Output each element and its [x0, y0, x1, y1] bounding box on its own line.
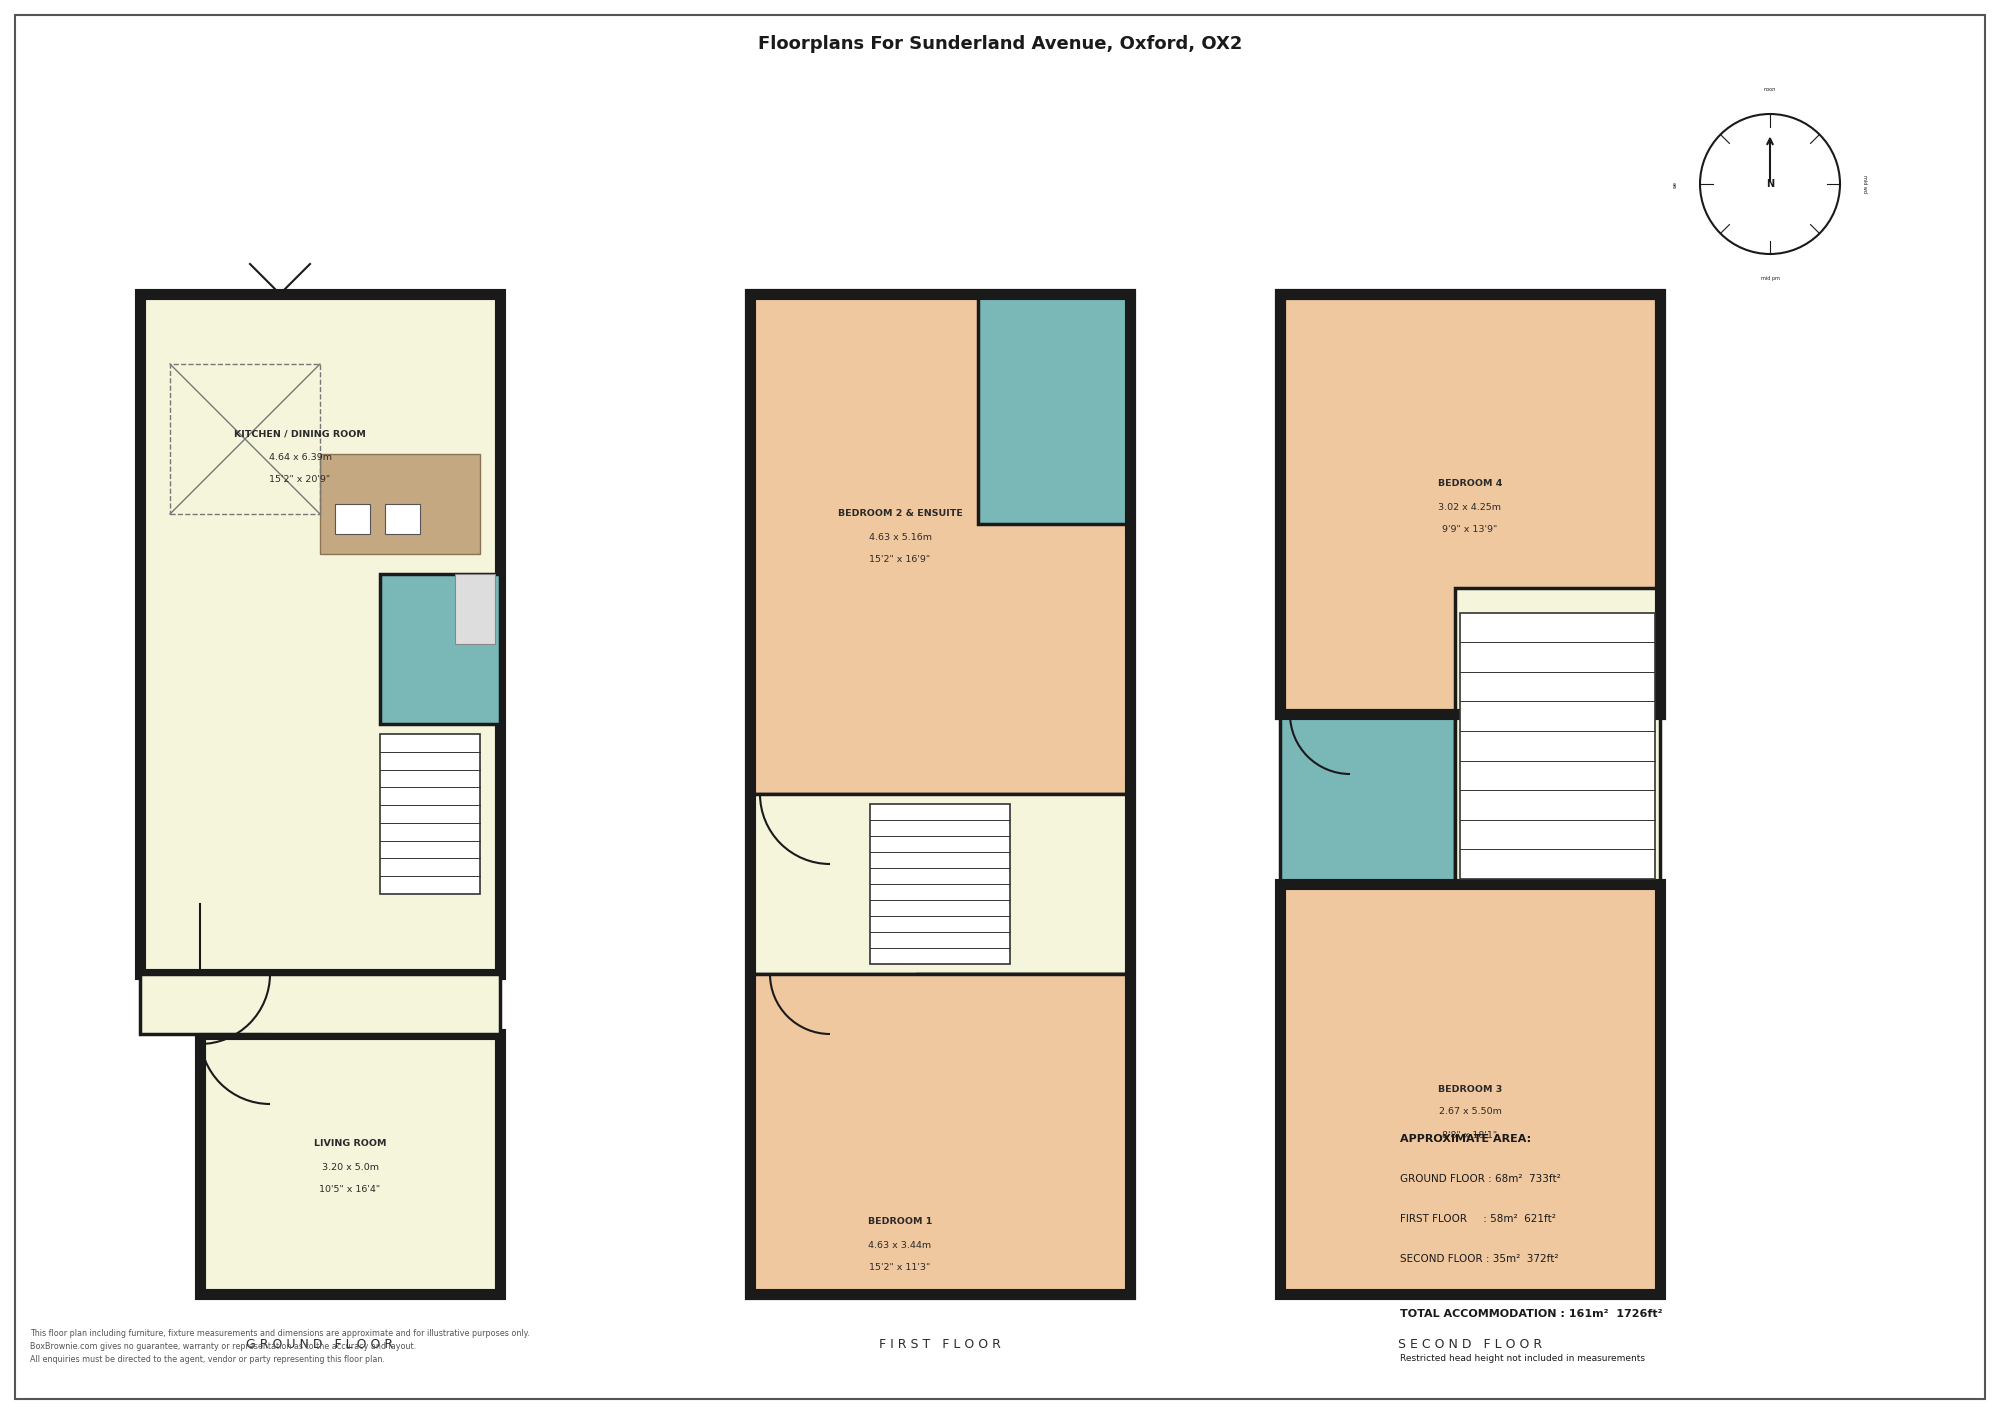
- Text: 3.02 x 4.25m: 3.02 x 4.25m: [1438, 502, 1502, 512]
- Text: 8'8" x 18'1": 8'8" x 18'1": [1442, 1131, 1498, 1140]
- Text: 3.20 x 5.0m: 3.20 x 5.0m: [322, 1162, 378, 1172]
- Text: BEDROOM 2 & ENSUITE: BEDROOM 2 & ENSUITE: [838, 509, 962, 519]
- Text: APPROXIMATE AREA:: APPROXIMATE AREA:: [1400, 1134, 1532, 1144]
- Text: 10'5" x 16'4": 10'5" x 16'4": [320, 1185, 380, 1195]
- Bar: [978, 294, 1130, 525]
- Text: S E C O N D   F L O O R: S E C O N D F L O O R: [1398, 1338, 1542, 1350]
- Text: 4.64 x 6.39m: 4.64 x 6.39m: [268, 452, 332, 461]
- Bar: [1280, 884, 1660, 1294]
- Text: G R O U N D   F L O O R: G R O U N D F L O O R: [246, 1338, 394, 1350]
- Text: BEDROOM 3: BEDROOM 3: [1438, 1085, 1502, 1093]
- Bar: [200, 1034, 500, 1294]
- Text: BEDROOM 4: BEDROOM 4: [1438, 479, 1502, 488]
- Text: mid wd: mid wd: [1862, 175, 1868, 192]
- Text: SECOND FLOOR : 35m²  372ft²: SECOND FLOOR : 35m² 372ft²: [1400, 1254, 1558, 1264]
- Text: BEDROOM 1: BEDROOM 1: [868, 1217, 932, 1226]
- Bar: [1280, 294, 1660, 714]
- Text: N: N: [1766, 180, 1774, 189]
- Text: 9'9" x 13'9": 9'9" x 13'9": [1442, 526, 1498, 534]
- Bar: [750, 795, 1130, 974]
- Bar: [320, 454, 480, 554]
- Bar: [750, 974, 1130, 1294]
- Text: TOTAL ACCOMMODATION : 161m²  1726ft²: TOTAL ACCOMMODATION : 161m² 1726ft²: [1400, 1309, 1662, 1319]
- Text: 2.67 x 5.50m: 2.67 x 5.50m: [1438, 1107, 1502, 1117]
- Bar: [1460, 612, 1656, 880]
- Bar: [750, 294, 1130, 795]
- Bar: [386, 503, 420, 534]
- Circle shape: [1700, 115, 1840, 255]
- Text: This floor plan including furniture, fixture measurements and dimensions are app: This floor plan including furniture, fix…: [30, 1329, 530, 1365]
- Text: 15'2" x 11'3": 15'2" x 11'3": [870, 1264, 930, 1273]
- Bar: [380, 574, 500, 724]
- Text: 4.63 x 5.16m: 4.63 x 5.16m: [868, 533, 932, 542]
- Text: GROUND FLOOR : 68m²  733ft²: GROUND FLOOR : 68m² 733ft²: [1400, 1174, 1560, 1184]
- Text: 15'2" x 20'9": 15'2" x 20'9": [270, 475, 330, 485]
- Text: mid pm: mid pm: [1760, 276, 1780, 281]
- Bar: [870, 805, 1010, 964]
- Bar: [336, 503, 370, 534]
- Text: KITCHEN / DINING ROOM: KITCHEN / DINING ROOM: [234, 430, 366, 438]
- Bar: [750, 294, 1130, 1294]
- Bar: [1280, 714, 1454, 884]
- Text: we: we: [1672, 181, 1678, 188]
- Bar: [1454, 588, 1660, 884]
- Bar: [1280, 294, 1660, 714]
- Text: 4.63 x 3.44m: 4.63 x 3.44m: [868, 1240, 932, 1250]
- Bar: [456, 574, 496, 643]
- Bar: [380, 734, 480, 894]
- Bar: [750, 294, 1130, 1294]
- Text: Restricted head height not included in measurements: Restricted head height not included in m…: [1400, 1355, 1644, 1363]
- Text: Floorplans For Sunderland Avenue, Oxford, OX2: Floorplans For Sunderland Avenue, Oxford…: [758, 35, 1242, 52]
- Text: LIVING ROOM: LIVING ROOM: [314, 1140, 386, 1148]
- Bar: [140, 294, 500, 974]
- Text: FIRST FLOOR     : 58m²  621ft²: FIRST FLOOR : 58m² 621ft²: [1400, 1215, 1556, 1225]
- Text: noon: noon: [1764, 88, 1776, 92]
- Bar: [140, 974, 500, 1034]
- Bar: [170, 363, 320, 515]
- Bar: [918, 974, 1130, 1134]
- Text: F I R S T   F L O O R: F I R S T F L O O R: [880, 1338, 1000, 1350]
- Text: 15'2" x 16'9": 15'2" x 16'9": [870, 556, 930, 564]
